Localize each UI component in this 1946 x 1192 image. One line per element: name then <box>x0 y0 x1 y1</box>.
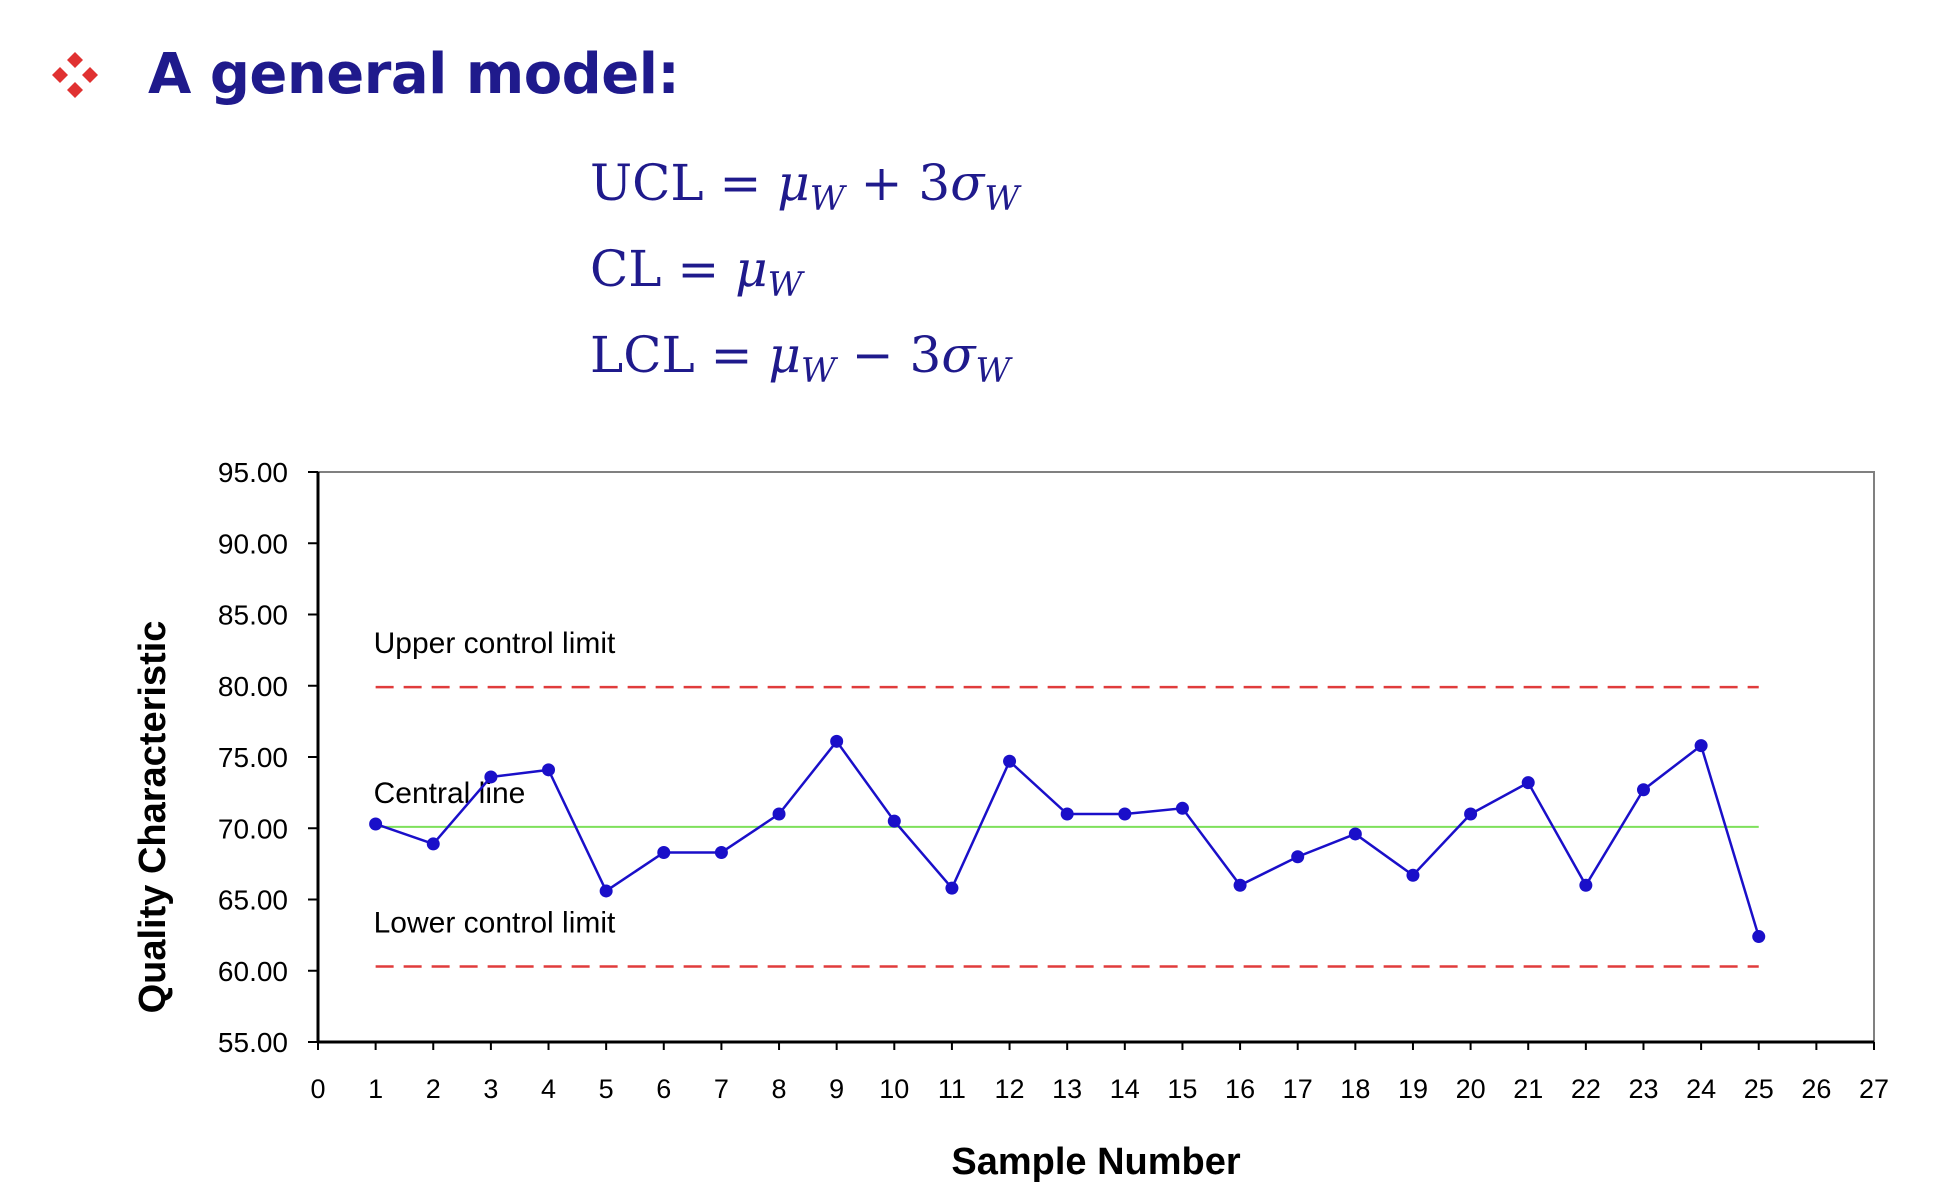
y-axis-title: Quality Characteristic <box>132 621 174 1014</box>
x-tick-label: 21 <box>1513 1074 1543 1104</box>
ucl-formula: UCL = μW + 3σW <box>590 154 1020 219</box>
x-tick-label: 7 <box>714 1074 729 1104</box>
plot-area <box>317 471 1875 1043</box>
y-tick-label: 90.00 <box>218 528 288 559</box>
data-point <box>1118 807 1132 821</box>
data-point <box>542 763 556 777</box>
data-point <box>772 807 786 821</box>
data-point <box>1406 868 1420 882</box>
x-tick-label: 5 <box>599 1074 614 1104</box>
data-point <box>1694 739 1708 753</box>
data-point <box>830 734 844 748</box>
x-tick-label: 23 <box>1628 1074 1658 1104</box>
x-tick-label: 3 <box>483 1074 498 1104</box>
x-tick-label: 8 <box>772 1074 787 1104</box>
data-point <box>1636 783 1650 797</box>
x-tick-label: 16 <box>1225 1074 1255 1104</box>
slide-heading: A general model: <box>148 42 680 107</box>
x-tick-label: 27 <box>1859 1074 1889 1104</box>
x-tick-label: 1 <box>368 1074 383 1104</box>
x-tick-label: 19 <box>1398 1074 1428 1104</box>
lcl-formula: LCL = μW − 3σW <box>590 326 1011 391</box>
data-point <box>887 814 901 828</box>
y-tick-label: 70.00 <box>218 813 288 844</box>
four-diamond-bullet-icon <box>52 52 98 98</box>
x-tick-label: 2 <box>426 1074 441 1104</box>
reference-line-label: Upper control limit <box>374 627 616 660</box>
reference-line-label: Central line <box>374 777 526 810</box>
cl-formula: CL = μW <box>590 240 803 305</box>
x-tick-label: 26 <box>1801 1074 1831 1104</box>
x-tick-label: 25 <box>1744 1074 1774 1104</box>
data-point <box>1060 807 1074 821</box>
y-tick-label: 85.00 <box>218 600 288 631</box>
x-tick-label: 13 <box>1052 1074 1082 1104</box>
x-tick-label: 6 <box>656 1074 671 1104</box>
x-tick-label: 22 <box>1571 1074 1601 1104</box>
x-tick-label: 14 <box>1110 1074 1140 1104</box>
x-tick-label: 11 <box>938 1074 966 1104</box>
data-point <box>1175 801 1189 815</box>
x-tick-label: 18 <box>1340 1074 1370 1104</box>
x-tick-label: 20 <box>1456 1074 1486 1104</box>
data-point <box>1464 807 1478 821</box>
x-tick-label: 15 <box>1167 1074 1197 1104</box>
data-point <box>426 837 440 851</box>
data-point <box>1579 878 1593 892</box>
y-tick-label: 75.00 <box>218 742 288 773</box>
y-tick-label: 65.00 <box>218 885 288 916</box>
data-point <box>657 845 671 859</box>
data-point <box>369 817 383 831</box>
data-point <box>484 770 498 784</box>
y-tick-label: 60.00 <box>218 956 288 987</box>
data-point <box>599 884 613 898</box>
control-limit-formulas: UCL = μW + 3σW CL = μW LCL = μW − 3σW <box>590 140 1019 398</box>
x-tick-label: 4 <box>541 1074 556 1104</box>
x-tick-label: 9 <box>829 1074 844 1104</box>
data-point <box>1233 878 1247 892</box>
y-tick-label: 95.00 <box>218 457 288 488</box>
y-tick-label: 55.00 <box>218 1027 288 1058</box>
x-tick-label: 10 <box>879 1074 909 1104</box>
x-tick-label: 24 <box>1686 1074 1716 1104</box>
y-tick-label: 80.00 <box>218 671 288 702</box>
data-point <box>1003 754 1017 768</box>
data-point <box>714 845 728 859</box>
data-point <box>1752 930 1766 944</box>
data-point <box>945 881 959 895</box>
x-axis-title: Sample Number <box>951 1141 1241 1183</box>
x-tick-label: 17 <box>1283 1074 1313 1104</box>
data-point <box>1291 850 1305 864</box>
x-tick-label: 12 <box>995 1074 1025 1104</box>
reference-line-label: Lower control limit <box>374 906 616 939</box>
x-tick-label: 0 <box>310 1074 325 1104</box>
data-point <box>1521 776 1535 790</box>
data-point <box>1348 827 1362 841</box>
